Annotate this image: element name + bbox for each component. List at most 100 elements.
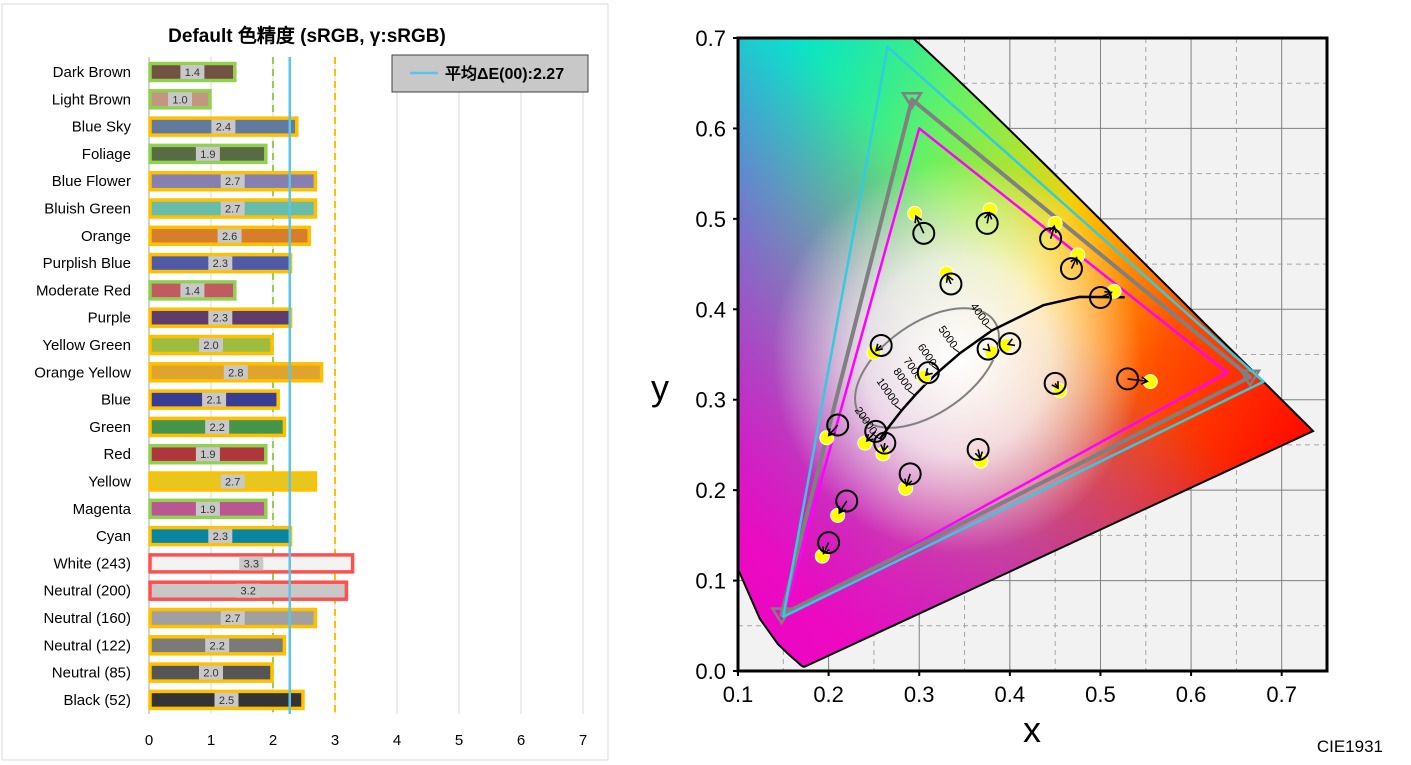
bar-value-label: 1.4 <box>185 285 200 297</box>
bar-x-tick-label: 2 <box>269 732 277 749</box>
bar-category-label: Black (52) <box>63 692 131 709</box>
error-arrow-head <box>1051 381 1059 390</box>
error-arrow-head <box>880 444 889 453</box>
bar-value-label: 2.3 <box>213 258 228 270</box>
bar-category-label: Bluish Green <box>44 201 131 218</box>
measured-point <box>966 437 990 461</box>
measured-point <box>835 489 859 513</box>
error-arrow <box>915 215 925 234</box>
bar-x-tick-label: 3 <box>331 732 339 749</box>
bar-row: Orange 2.6 <box>81 225 311 247</box>
cie-plot-frame <box>736 36 1329 673</box>
measured-point <box>916 361 940 385</box>
bar-category-label: Orange <box>81 228 131 245</box>
bar-value-label-bg <box>180 283 205 298</box>
bar-row: Cyan 2.3 <box>96 525 293 547</box>
cie-x-tick-label: 0.1 <box>723 682 754 707</box>
bar-category-label: Neutral (200) <box>43 583 131 600</box>
bar-value-label: 1.9 <box>200 149 215 161</box>
bar-category-label: Cyan <box>96 528 131 545</box>
bar-value-label-bg <box>220 174 245 189</box>
bar-value-label-bg <box>208 256 233 271</box>
error-arrow <box>905 473 911 486</box>
bar-row: Green 2.2 <box>89 416 287 438</box>
error-arrow <box>828 424 839 436</box>
bar-row: Blue Flower 2.7 <box>52 170 318 192</box>
bar-x-tick-label: 5 <box>455 732 463 749</box>
bar-value-label-bg <box>199 338 223 352</box>
cct-tick <box>984 324 993 331</box>
bar-category-label: Purple <box>88 310 131 327</box>
error-arrow-head <box>1104 290 1113 299</box>
bar-row: Yellow 2.7 <box>88 471 318 492</box>
bar-category-label: Moderate Red <box>36 282 131 299</box>
bar-row: Neutral (160) 2.7 <box>43 607 318 629</box>
measured-point <box>826 413 850 437</box>
bar-value-label-bg <box>180 65 205 79</box>
bar-value-label: 2.4 <box>216 122 231 134</box>
color-points <box>814 202 1158 564</box>
measured-point <box>898 462 922 486</box>
bar-value-label-bg <box>239 556 264 571</box>
error-arrow <box>822 542 830 554</box>
cie-y-axis-label: y <box>651 367 669 408</box>
measured-point <box>1088 286 1112 310</box>
bar-category-label: Yellow <box>88 474 131 491</box>
cie-x-axis-label: x <box>1023 709 1041 750</box>
bar-value-label-bg <box>220 201 245 216</box>
bar-value-label: 1.9 <box>200 504 215 516</box>
bar-value-label: 2.7 <box>225 613 240 625</box>
measured-point <box>976 337 1000 361</box>
bar-chart-title: Default 色精度 (sRGB, γ:sRGB) <box>168 24 446 47</box>
bar-value-label-bg <box>195 447 220 462</box>
cie-y-tick-label: 0.4 <box>695 297 726 322</box>
measured-point <box>817 531 841 555</box>
bar-value-label: 2.8 <box>228 367 243 379</box>
bar-value-label-bg <box>199 665 223 680</box>
error-arrow <box>1070 257 1078 269</box>
bar-category-label: Purplish Blue <box>43 255 131 272</box>
bar-value-label: 2.5 <box>219 695 234 707</box>
cie-x-tick-label: 0.4 <box>995 682 1026 707</box>
bar-x-tick-label: 7 <box>579 732 587 749</box>
bar-value-label: 3.3 <box>244 558 259 570</box>
delta-e-bar-chart: Default 色精度 (sRGB, γ:sRGB) 0 1 2 3 4 5 6 7 Dark… <box>1 3 609 761</box>
cie-y-tick-label: 0.3 <box>695 388 726 413</box>
bar-category-label: Orange Yellow <box>34 364 131 381</box>
cie-y-tick-label: 0.6 <box>695 116 726 141</box>
measured-point <box>869 333 893 357</box>
bar-category-label: Neutral (122) <box>43 637 131 654</box>
bar-row: Neutral (200) 3.2 <box>43 580 349 601</box>
bar-category-label: Green <box>89 419 131 436</box>
error-arrow <box>1100 291 1112 299</box>
cie-axis-ticks: 0.1 0.2 0.3 0.4 0.5 0.6 0.70.00.10.20.30.40.50… <box>695 26 1297 707</box>
error-arrow <box>1049 226 1056 239</box>
bar-category-label: Foliage <box>82 146 131 163</box>
error-arrow-head <box>984 211 993 220</box>
error-arrow <box>866 430 877 442</box>
bar-row: Orange Yellow 2.8 <box>34 362 324 383</box>
gamut-vertex-marker <box>900 91 924 110</box>
bar-rows: Dark Brown 1.4 Light Brown 1.0 Blue Sky 2.4 Fo… <box>34 61 355 711</box>
bar-value-label: 1.9 <box>200 449 215 461</box>
legend: 平均ΔE(00):2.27 <box>391 54 589 93</box>
error-arrow-head <box>822 546 830 555</box>
bar-row: Purplish Blue 2.3 <box>43 252 293 274</box>
bar-row: Bluish Green 2.7 <box>44 198 318 219</box>
bar-value-label: 2.0 <box>203 668 218 680</box>
measured-point <box>873 431 897 455</box>
cie-y-tick-label: 0.1 <box>695 569 726 594</box>
measured-point <box>1059 257 1083 281</box>
bar-value-label: 2.3 <box>213 313 228 325</box>
error-arrow-head <box>974 451 984 460</box>
bar-value-label-bg <box>214 692 239 707</box>
bar-category-label: Neutral (160) <box>43 610 131 627</box>
measured-point <box>1039 227 1063 251</box>
bar-value-label: 1.4 <box>185 67 200 79</box>
cie-x-tick-label: 0.3 <box>904 682 935 707</box>
bar-row: Black (52) 2.5 <box>63 689 305 711</box>
bar-value-label-bg <box>168 92 192 107</box>
bar-value-label-bg <box>195 501 220 516</box>
error-arrow-head <box>874 343 884 352</box>
